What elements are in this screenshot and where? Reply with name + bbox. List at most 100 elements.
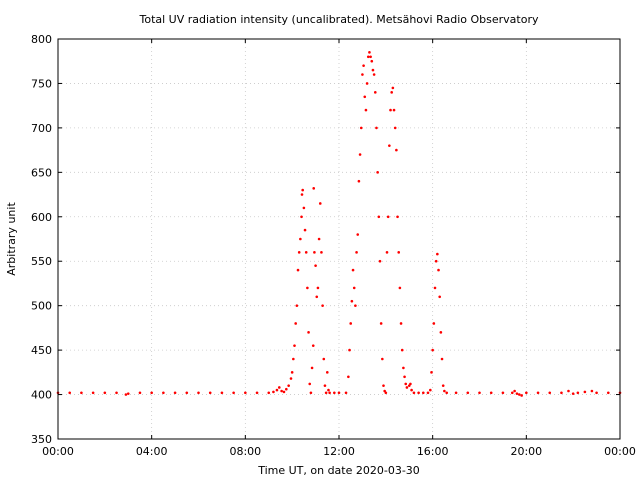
data-point (277, 386, 281, 389)
data-point (344, 391, 348, 395)
data-point (606, 391, 610, 395)
data-point (395, 148, 398, 152)
data-point (138, 391, 142, 395)
data-point (359, 126, 363, 130)
data-point (311, 344, 315, 347)
data-point (583, 390, 587, 394)
data-point (386, 215, 390, 219)
chart-title: Total UV radiation intensity (uncalibrat… (139, 13, 539, 26)
data-point (307, 331, 310, 334)
data-point (393, 126, 397, 130)
data-point (244, 391, 247, 395)
data-point (392, 108, 396, 112)
data-point (293, 344, 296, 347)
x-tick-label: 20:00 (510, 445, 542, 458)
data-point (520, 394, 523, 397)
x-axis-label: Time UT, on date 2020-03-30 (257, 464, 420, 477)
data-point (385, 251, 389, 254)
data-point (333, 391, 336, 395)
data-point (282, 390, 286, 394)
data-point (389, 108, 392, 112)
data-point (308, 382, 312, 386)
data-point (443, 389, 446, 393)
data-point (350, 299, 354, 303)
data-point (384, 391, 388, 395)
data-point (304, 251, 308, 254)
data-point (115, 391, 118, 395)
data-point (300, 193, 304, 196)
data-point (315, 295, 319, 299)
data-point (280, 389, 283, 393)
data-point (379, 322, 383, 325)
data-point (489, 391, 493, 395)
data-point (431, 348, 434, 352)
data-point (478, 391, 481, 395)
data-point (150, 391, 153, 395)
data-point (391, 86, 395, 90)
data-point (525, 391, 528, 395)
data-point (124, 393, 128, 396)
data-point (445, 391, 449, 395)
data-point (321, 304, 324, 307)
data-point (363, 95, 367, 99)
data-point (80, 391, 83, 395)
data-point (510, 391, 514, 395)
data-point (289, 377, 293, 380)
y-tick-label: 350 (31, 433, 52, 446)
data-point (306, 286, 309, 290)
data-point (402, 366, 405, 370)
data-point (365, 82, 369, 85)
data-point (366, 55, 370, 59)
data-point (409, 382, 412, 386)
y-tick-label: 650 (31, 166, 52, 179)
data-point (162, 391, 165, 395)
data-point (398, 286, 402, 290)
data-point (301, 188, 305, 192)
data-point (412, 391, 416, 395)
data-point (426, 391, 430, 395)
data-point (434, 259, 438, 263)
x-tick-label: 16:00 (417, 445, 449, 458)
data-point (328, 391, 331, 395)
data-point (349, 322, 353, 325)
data-point (362, 64, 365, 67)
data-point (397, 251, 401, 254)
data-point (352, 286, 356, 290)
data-point (417, 391, 420, 395)
data-point (323, 384, 327, 387)
data-point (309, 391, 313, 395)
data-point (518, 393, 521, 396)
data-point (439, 331, 443, 334)
x-tick-label: 12:00 (323, 445, 355, 458)
data-point (313, 251, 316, 254)
data-point (297, 251, 301, 254)
data-points (56, 51, 622, 397)
data-point (536, 391, 540, 395)
data-point (337, 391, 341, 395)
y-tick-label: 800 (31, 33, 52, 46)
data-point (103, 391, 107, 395)
data-point (403, 375, 406, 379)
data-point (312, 187, 316, 190)
y-tick-label: 750 (31, 77, 52, 90)
y-tick-label: 700 (31, 122, 52, 135)
data-point (314, 264, 317, 267)
data-point (440, 357, 444, 361)
data-point (382, 384, 385, 387)
data-point (348, 348, 351, 352)
data-point (316, 286, 320, 290)
grid-lines (58, 39, 620, 439)
data-point (369, 55, 372, 59)
data-point (381, 357, 384, 361)
data-point (327, 388, 330, 392)
data-point (358, 153, 362, 156)
data-point (429, 388, 432, 392)
data-point (296, 268, 300, 272)
data-point (560, 391, 563, 395)
data-point (548, 391, 552, 395)
data-point (317, 237, 321, 241)
data-point (300, 215, 303, 219)
data-point (325, 371, 329, 374)
y-tick-label: 450 (31, 344, 52, 357)
data-point (318, 202, 322, 205)
